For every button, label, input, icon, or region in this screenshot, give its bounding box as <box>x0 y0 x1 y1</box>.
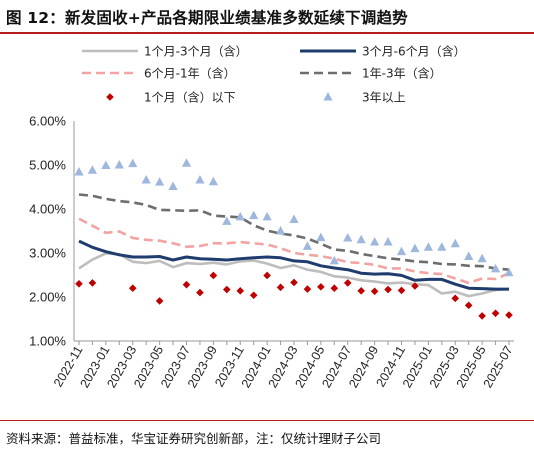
triangle-point <box>329 255 339 265</box>
diamond-point <box>196 288 204 297</box>
triangle-point <box>74 167 84 176</box>
diamond-point <box>343 279 352 287</box>
triangle-point <box>343 233 353 242</box>
diamond-point <box>478 312 486 320</box>
triangle-point <box>275 226 286 235</box>
y-tick-label: 2.00% <box>29 290 66 305</box>
triangle-point <box>316 232 326 242</box>
triangle-point <box>289 214 299 224</box>
triangle-point <box>423 242 433 251</box>
triangle-point <box>101 160 111 169</box>
triangle-point <box>490 263 501 273</box>
legend-item-5: 1个月（含）以下 <box>106 90 236 105</box>
y-tick-label: 6.00% <box>29 114 66 129</box>
series-5 <box>75 271 513 320</box>
triangle-point <box>410 243 420 253</box>
triangle-point <box>477 253 487 263</box>
series-6 <box>74 158 514 277</box>
diamond-point <box>464 301 473 310</box>
triangle-point <box>87 165 98 174</box>
diamond-point <box>249 291 258 300</box>
legend-label: 3个月-6个月（含） <box>362 44 466 59</box>
legend: 1个月-3个月（含） 3个月-6个月（含） 6个月-1年（含） 1年-3年（含） 1个月… <box>82 44 466 105</box>
chart-title: 图 12：新发固收+产品各期限业绩基准多数延续下调趋势 <box>6 9 408 27</box>
triangle-point <box>437 242 447 251</box>
diamond-point <box>128 284 137 292</box>
triangle-point <box>181 158 192 167</box>
diamond-point <box>397 286 406 295</box>
series-3 <box>78 217 510 285</box>
diamond-point <box>75 280 83 288</box>
legend-label: 1个月（含）以下 <box>144 90 236 105</box>
diamond-point <box>303 285 312 293</box>
diamond-point <box>357 287 365 295</box>
triangle-point <box>504 267 514 277</box>
series-line <box>78 193 510 271</box>
triangle-point <box>249 210 259 220</box>
legend-label: 3年以上 <box>362 91 406 105</box>
legend-item-2: 3个月-6个月（含） <box>300 44 466 59</box>
triangle-point <box>114 160 124 169</box>
diamond-point <box>491 309 500 318</box>
y-axis: 1.00% 2.00% 3.00% 4.00% 5.00% 6.00% <box>29 114 75 349</box>
triangle-point <box>262 211 272 221</box>
legend-swatch <box>106 93 114 101</box>
triangle-point <box>155 177 165 186</box>
triangle-point <box>396 246 407 256</box>
triangle-point <box>141 174 151 184</box>
series-line <box>78 252 510 298</box>
title-rule <box>0 32 534 34</box>
diamond-point <box>330 284 339 292</box>
x-axis: 2022-112023-012023-032023-052023-072023-… <box>51 340 516 390</box>
legend-item-3: 6个月-1年（含） <box>82 66 236 81</box>
series-4 <box>78 193 510 271</box>
diamond-point <box>236 287 245 295</box>
diamond-point <box>505 311 513 319</box>
diamond-point <box>276 283 285 292</box>
legend-label: 1个月-3个月（含） <box>144 44 248 59</box>
diamond-point <box>182 280 191 289</box>
diamond-point <box>223 285 231 294</box>
triangle-point <box>450 238 460 248</box>
triangle-point <box>356 234 366 244</box>
diamond-point <box>263 271 271 280</box>
source-note: 资料来源：普益标准，华宝证券研究创新部，注：仅统计理财子公司 <box>6 431 382 446</box>
y-tick-label: 4.00% <box>29 202 66 217</box>
triangle-point <box>370 237 380 246</box>
legend-item-4: 1年-3年（含） <box>300 66 442 81</box>
diamond-point <box>209 271 218 280</box>
triangle-point <box>302 241 313 250</box>
diamond-point <box>384 285 392 294</box>
diamond-point <box>451 294 460 303</box>
diamond-point <box>88 279 97 287</box>
legend-item-1: 1个月-3个月（含） <box>82 44 248 59</box>
series-line <box>78 239 509 291</box>
y-tick-label: 1.00% <box>29 334 66 349</box>
series-1 <box>78 252 510 298</box>
triangle-point <box>383 237 393 246</box>
triangle-point <box>222 216 232 225</box>
plot-area <box>74 158 514 320</box>
diamond-point <box>317 283 325 291</box>
triangle-point <box>168 181 178 191</box>
diamond-point <box>370 287 379 296</box>
legend-label: 6个月-1年（含） <box>144 66 236 81</box>
series-line <box>78 217 510 285</box>
triangle-point <box>195 174 205 184</box>
triangle-point <box>208 176 218 186</box>
y-tick-label: 3.00% <box>29 246 66 261</box>
legend-label: 1年-3年（含） <box>362 66 442 81</box>
source-rule <box>0 420 534 421</box>
series-2 <box>78 239 509 291</box>
triangle-point <box>235 211 245 221</box>
y-tick-label: 5.00% <box>29 158 66 173</box>
triangle-point <box>128 158 138 168</box>
triangle-point <box>464 251 474 261</box>
line-chart: 1个月-3个月（含） 3个月-6个月（含） 6个月-1年（含） 1年-3年（含） 1个月… <box>29 44 516 391</box>
legend-item-6: 3年以上 <box>323 91 406 105</box>
legend-swatch <box>323 92 333 101</box>
diamond-point <box>290 278 298 287</box>
diamond-point <box>411 282 419 290</box>
diamond-point <box>155 297 164 305</box>
